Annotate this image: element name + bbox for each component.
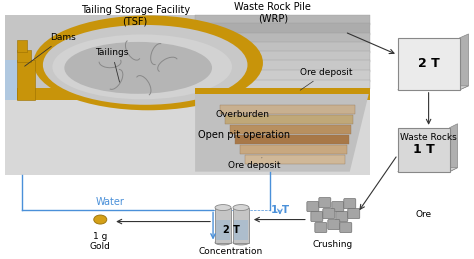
Ellipse shape: [215, 240, 231, 245]
Polygon shape: [6, 15, 370, 88]
Text: Waste Rock Pile
(WRP): Waste Rock Pile (WRP): [235, 2, 311, 24]
FancyBboxPatch shape: [348, 208, 360, 219]
Polygon shape: [245, 155, 345, 164]
Text: Ore deposit: Ore deposit: [300, 68, 352, 90]
FancyBboxPatch shape: [336, 212, 348, 221]
Text: Tailing Storage Facility
(TSF): Tailing Storage Facility (TSF): [81, 5, 190, 27]
Polygon shape: [230, 125, 351, 134]
Polygon shape: [180, 70, 370, 82]
Polygon shape: [180, 42, 370, 53]
Text: Water: Water: [96, 197, 125, 207]
FancyBboxPatch shape: [344, 199, 356, 208]
Polygon shape: [18, 40, 27, 52]
Text: 1 T: 1 T: [271, 205, 289, 214]
Polygon shape: [449, 124, 457, 172]
FancyBboxPatch shape: [319, 198, 331, 207]
Ellipse shape: [64, 42, 212, 94]
Bar: [234, 220, 248, 240]
Ellipse shape: [53, 34, 232, 99]
Text: Open pit operation: Open pit operation: [198, 130, 290, 140]
Polygon shape: [178, 51, 370, 62]
Text: 1 g
Gold: 1 g Gold: [90, 232, 111, 251]
Ellipse shape: [233, 240, 249, 245]
Polygon shape: [195, 88, 370, 94]
Ellipse shape: [94, 215, 107, 224]
Bar: [233, 207, 249, 242]
Text: Tailings: Tailings: [95, 48, 128, 82]
Polygon shape: [178, 60, 370, 72]
Bar: [6, 60, 18, 100]
Polygon shape: [18, 60, 36, 100]
Ellipse shape: [215, 205, 231, 211]
FancyBboxPatch shape: [398, 38, 460, 90]
Text: Concentration: Concentration: [199, 248, 263, 256]
Text: Ore: Ore: [416, 210, 432, 219]
FancyBboxPatch shape: [311, 212, 323, 221]
Polygon shape: [195, 90, 370, 172]
Polygon shape: [18, 50, 31, 62]
Polygon shape: [185, 33, 370, 44]
FancyBboxPatch shape: [332, 202, 344, 212]
Polygon shape: [190, 23, 370, 35]
Ellipse shape: [34, 16, 263, 110]
FancyBboxPatch shape: [315, 222, 327, 233]
Text: 2 T: 2 T: [223, 225, 239, 235]
FancyBboxPatch shape: [328, 220, 340, 229]
Polygon shape: [235, 135, 349, 144]
FancyBboxPatch shape: [323, 208, 335, 219]
Bar: [215, 207, 231, 242]
Ellipse shape: [233, 205, 249, 211]
Polygon shape: [6, 100, 370, 175]
Text: 1 T: 1 T: [413, 143, 435, 156]
Bar: [216, 220, 230, 240]
Polygon shape: [6, 88, 370, 100]
FancyBboxPatch shape: [307, 202, 319, 212]
FancyBboxPatch shape: [340, 222, 352, 233]
Polygon shape: [398, 86, 468, 90]
Polygon shape: [398, 168, 457, 172]
Text: Waste Rocks: Waste Rocks: [400, 133, 457, 142]
Text: 2 T: 2 T: [418, 57, 439, 70]
FancyBboxPatch shape: [398, 128, 449, 172]
Text: Crushing: Crushing: [313, 240, 353, 248]
Polygon shape: [460, 34, 468, 90]
Polygon shape: [185, 80, 370, 89]
Text: Overburden: Overburden: [215, 110, 269, 119]
Polygon shape: [195, 15, 370, 25]
Polygon shape: [220, 105, 355, 114]
Text: Ore deposit: Ore deposit: [228, 158, 281, 170]
Ellipse shape: [43, 25, 247, 105]
Text: Dams: Dams: [25, 33, 76, 66]
Polygon shape: [240, 145, 347, 154]
Polygon shape: [225, 115, 353, 124]
